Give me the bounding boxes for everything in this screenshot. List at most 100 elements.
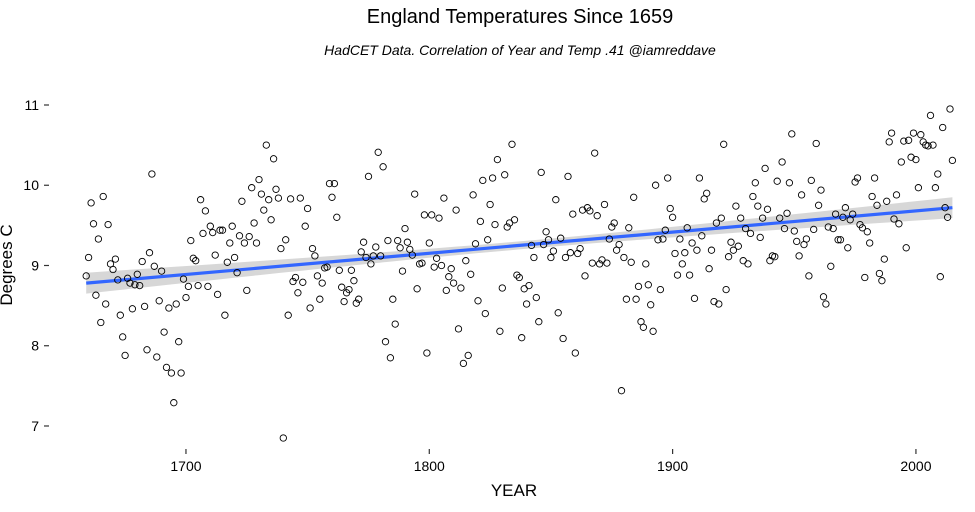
data-point	[311, 252, 319, 260]
data-point	[248, 184, 256, 192]
data-point	[284, 311, 292, 319]
data-point	[279, 434, 287, 442]
data-point	[299, 278, 307, 286]
data-point	[844, 244, 852, 252]
data-point	[870, 174, 879, 182]
data-point	[761, 164, 769, 173]
data-point	[664, 174, 672, 182]
data-point	[286, 195, 295, 203]
data-point	[184, 282, 193, 291]
data-point	[476, 217, 485, 226]
data-point	[430, 263, 438, 271]
data-point	[364, 172, 373, 181]
data-point	[109, 265, 117, 274]
data-point	[435, 214, 443, 222]
data-point	[138, 257, 146, 266]
data-point	[145, 249, 154, 257]
data-point	[778, 158, 786, 166]
data-point	[432, 254, 441, 262]
data-point	[758, 214, 767, 222]
data-point	[520, 285, 528, 293]
data-point	[216, 226, 224, 234]
data-point	[257, 190, 266, 198]
data-point	[773, 177, 781, 185]
data-point	[496, 327, 504, 335]
data-point	[418, 259, 426, 267]
data-point	[157, 267, 166, 275]
data-point	[389, 295, 397, 303]
data-point	[715, 300, 723, 308]
data-point	[308, 244, 317, 253]
data-point	[610, 219, 618, 227]
data-point	[488, 174, 497, 182]
data-point	[97, 318, 105, 327]
data-point	[250, 219, 258, 227]
data-point	[912, 155, 920, 164]
data-point	[712, 219, 721, 227]
data-point	[576, 244, 584, 253]
data-point	[313, 272, 322, 280]
data-point	[880, 255, 888, 263]
data-point	[442, 286, 450, 295]
data-point	[934, 170, 942, 178]
data-point	[634, 282, 643, 291]
data-point	[508, 140, 516, 148]
x-tick-label: 1900	[657, 458, 688, 474]
data-point	[318, 279, 326, 287]
y-tick-label: 11	[24, 97, 39, 113]
data-point	[170, 399, 178, 407]
data-point	[890, 215, 898, 223]
data-point	[116, 311, 124, 319]
data-point	[252, 239, 261, 247]
data-point	[282, 236, 290, 244]
data-point	[895, 220, 903, 228]
data-point	[240, 239, 249, 247]
data-point	[218, 226, 227, 234]
data-point	[123, 274, 132, 282]
data-point	[303, 204, 312, 213]
data-point	[608, 223, 616, 231]
data-point	[557, 234, 565, 242]
data-point	[914, 184, 923, 192]
data-point	[943, 213, 952, 221]
data-point	[403, 238, 412, 246]
data-point	[350, 277, 358, 285]
data-point	[754, 202, 762, 210]
data-point	[525, 281, 533, 290]
data-point	[885, 138, 893, 146]
data-point	[861, 273, 869, 282]
data-point	[411, 190, 419, 198]
data-point	[720, 140, 728, 148]
data-point	[600, 200, 609, 209]
x-axis-label: YEAR	[490, 481, 538, 500]
y-tick-label: 10	[23, 177, 39, 193]
data-point	[829, 224, 837, 233]
data-point	[807, 176, 815, 185]
data-point	[235, 232, 244, 240]
data-point	[671, 249, 679, 258]
data-point	[939, 123, 947, 132]
data-point	[683, 224, 691, 232]
data-point	[812, 139, 820, 148]
data-point	[335, 266, 343, 274]
data-point	[94, 235, 103, 243]
data-point	[741, 224, 750, 233]
data-point	[420, 211, 429, 219]
data-point	[469, 191, 477, 199]
data-point	[481, 309, 489, 318]
data-point	[498, 284, 506, 292]
data-point	[788, 130, 796, 138]
data-point	[688, 239, 696, 247]
data-point	[535, 318, 543, 326]
data-point	[269, 155, 278, 163]
data-point	[824, 223, 832, 231]
data-point	[394, 236, 402, 245]
data-point	[834, 236, 842, 244]
data-point	[776, 214, 784, 222]
data-point	[561, 253, 570, 262]
data-point	[586, 207, 594, 215]
data-point	[233, 269, 241, 277]
data-point	[386, 354, 395, 362]
data-point	[518, 334, 526, 342]
data-point	[196, 196, 205, 204]
